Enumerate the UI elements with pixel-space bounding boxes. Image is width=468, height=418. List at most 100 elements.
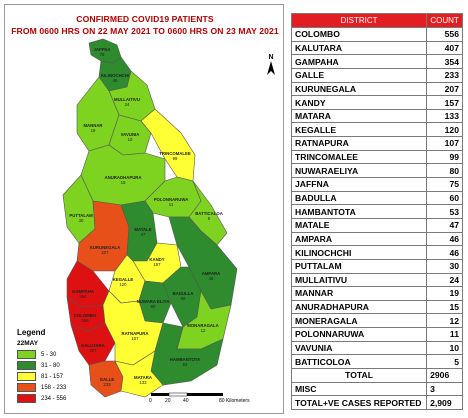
map-subtitle: FROM 0600 HRS ON 22 MAY 2021 TO 0600 HRS… — [11, 26, 279, 36]
table-row: KANDY 157 — [290, 95, 463, 110]
district-name-cell: MANNAR — [290, 286, 428, 301]
district-count-cell: 30 — [426, 258, 463, 274]
table-row: ANURADHAPURA 15 — [290, 299, 463, 315]
misc-row: MISC 3 — [290, 381, 463, 397]
district-label: MANNAR — [83, 123, 103, 128]
table-row: MATALE 47 — [290, 217, 463, 233]
district-label: KILINOCHCHI — [101, 73, 129, 78]
district-name-cell: BATTICOLOA — [290, 354, 428, 370]
district-count-cell: 157 — [426, 95, 463, 110]
district-count-label: 60 — [181, 296, 186, 301]
district-count-label: 207 — [101, 250, 109, 255]
district-count-cell: 75 — [426, 177, 463, 192]
legend-swatch — [17, 372, 36, 381]
svg-text:N: N — [268, 54, 273, 61]
district-count-label: 15 — [121, 180, 126, 185]
district-count-label: 12 — [201, 328, 206, 333]
district-name-cell: MATALE — [290, 217, 428, 233]
district-name-cell: JAFFNA — [290, 177, 428, 192]
district-label: VAVUNIA — [121, 132, 140, 137]
table-row: POLONNARUWA 11 — [290, 327, 463, 342]
district-count-label: 46 — [113, 78, 118, 83]
district-label: HAMBANTOTA — [170, 357, 200, 362]
table-row: KEGALLE 120 — [290, 122, 463, 138]
district-count-cell: 120 — [426, 122, 463, 138]
district-count-cell: 233 — [426, 67, 463, 83]
district-name-cell: PUTTALAM — [290, 258, 428, 274]
district-count-label: 407 — [89, 348, 97, 353]
district-map: JAFFNA75KILINOCHCHI46MULLAITIVU24MANNAR1… — [62, 38, 275, 398]
reported-row-label: TOTAL+VE CASES REPORTED — [290, 395, 428, 410]
legend-item: 234 - 556 — [17, 393, 107, 404]
table-row: RATNAPURA 107 — [290, 136, 463, 151]
district-name-cell: KANDY — [290, 95, 428, 110]
misc-row-label: MISC — [290, 381, 428, 397]
district-count-label: 556 — [81, 318, 89, 323]
legend-subtitle: 22MAY — [17, 340, 39, 347]
district-name-cell: BADULLA — [290, 190, 428, 206]
table-row: VAVUNIA 10 — [290, 340, 463, 356]
district-label: AMPARA — [202, 271, 221, 276]
table-row: NUWARAELIYA 80 — [290, 163, 463, 179]
table-row: PUTTALAM 30 — [290, 258, 463, 274]
scale-tick: 40 — [183, 398, 189, 404]
district-count-cell: 407 — [426, 40, 463, 56]
district-label: MONARAGALA — [187, 323, 219, 328]
district-count-label: 233 — [103, 382, 111, 387]
district-name-cell: GALLE — [290, 67, 428, 83]
district-count-label: 107 — [131, 336, 139, 341]
district-count-label: 19 — [91, 128, 96, 133]
district-count-label: 354 — [79, 294, 87, 299]
district-count-cell: 80 — [426, 163, 463, 179]
district-count-cell: 10 — [426, 340, 463, 356]
total-row: TOTAL 2906 — [290, 368, 463, 383]
header-district: DISTRICT — [290, 13, 428, 28]
table-row: KILINOCHCHI 46 — [290, 245, 463, 260]
district-label: PUTTALAM — [69, 213, 93, 218]
district-count-cell: 53 — [426, 204, 463, 219]
district-count-label: 75 — [100, 52, 105, 57]
legend-label: 5 - 30 — [41, 351, 57, 358]
district-name-cell: TRINCOMALEE — [290, 149, 428, 165]
total-row-label: TOTAL — [290, 368, 428, 383]
legend-swatch — [17, 394, 36, 403]
table-row: KALUTARA 407 — [290, 40, 463, 56]
district-label: MATARA — [134, 375, 152, 380]
district-label: KANDY — [149, 257, 164, 262]
district-name-cell: KALUTARA — [290, 40, 428, 56]
table-row: AMPARA 46 — [290, 231, 463, 247]
district-count-cell: 556 — [426, 27, 463, 42]
district-name-cell: ANURADHAPURA — [290, 299, 428, 315]
district-kalutara — [70, 322, 116, 366]
district-count-label: 157 — [153, 262, 161, 267]
district-count-cell: 19 — [426, 286, 463, 301]
district-count-table: DISTRICT COUNT COLOMBO 556 KALUTARA 407 GAMP… — [290, 13, 463, 410]
district-label: RATNAPURA — [122, 331, 149, 336]
district-label: MATALE — [134, 227, 151, 232]
district-label: BADULLA — [173, 291, 194, 296]
scale-tick: 0 — [149, 398, 152, 404]
legend-item: 158 - 233 — [17, 382, 107, 393]
table-row: MONERAGALA 12 — [290, 313, 463, 329]
district-count-cell: 60 — [426, 190, 463, 206]
legend-swatch — [17, 361, 36, 370]
district-label: KEGALLE — [113, 277, 134, 282]
table-row: KURUNEGALA 207 — [290, 81, 463, 97]
reported-row: TOTAL+VE CASES REPORTED 2,909 — [290, 395, 463, 410]
map-title: CONFIRMED COVID19 PATIENTS — [76, 14, 214, 24]
district-name-cell: KEGALLE — [290, 122, 428, 138]
district-count-cell: 47 — [426, 217, 463, 233]
legend-swatch — [17, 383, 36, 392]
table-row: HAMBANTOTA 53 — [290, 204, 463, 219]
table-row: BATTICOLOA 5 — [290, 354, 463, 370]
legend-swatch — [17, 350, 36, 359]
legend-item: 81 - 157 — [17, 371, 107, 382]
district-count-label: 30 — [79, 218, 84, 223]
district-count-cell: 46 — [426, 245, 463, 260]
table-row: MULLAITIVU 24 — [290, 272, 463, 288]
scale-tick: 20 — [165, 398, 171, 404]
district-count-label: 133 — [139, 380, 147, 385]
district-name-cell: COLOMBO — [290, 27, 428, 42]
district-count-label: 120 — [119, 282, 127, 287]
table-row: MATARA 133 — [290, 108, 463, 124]
